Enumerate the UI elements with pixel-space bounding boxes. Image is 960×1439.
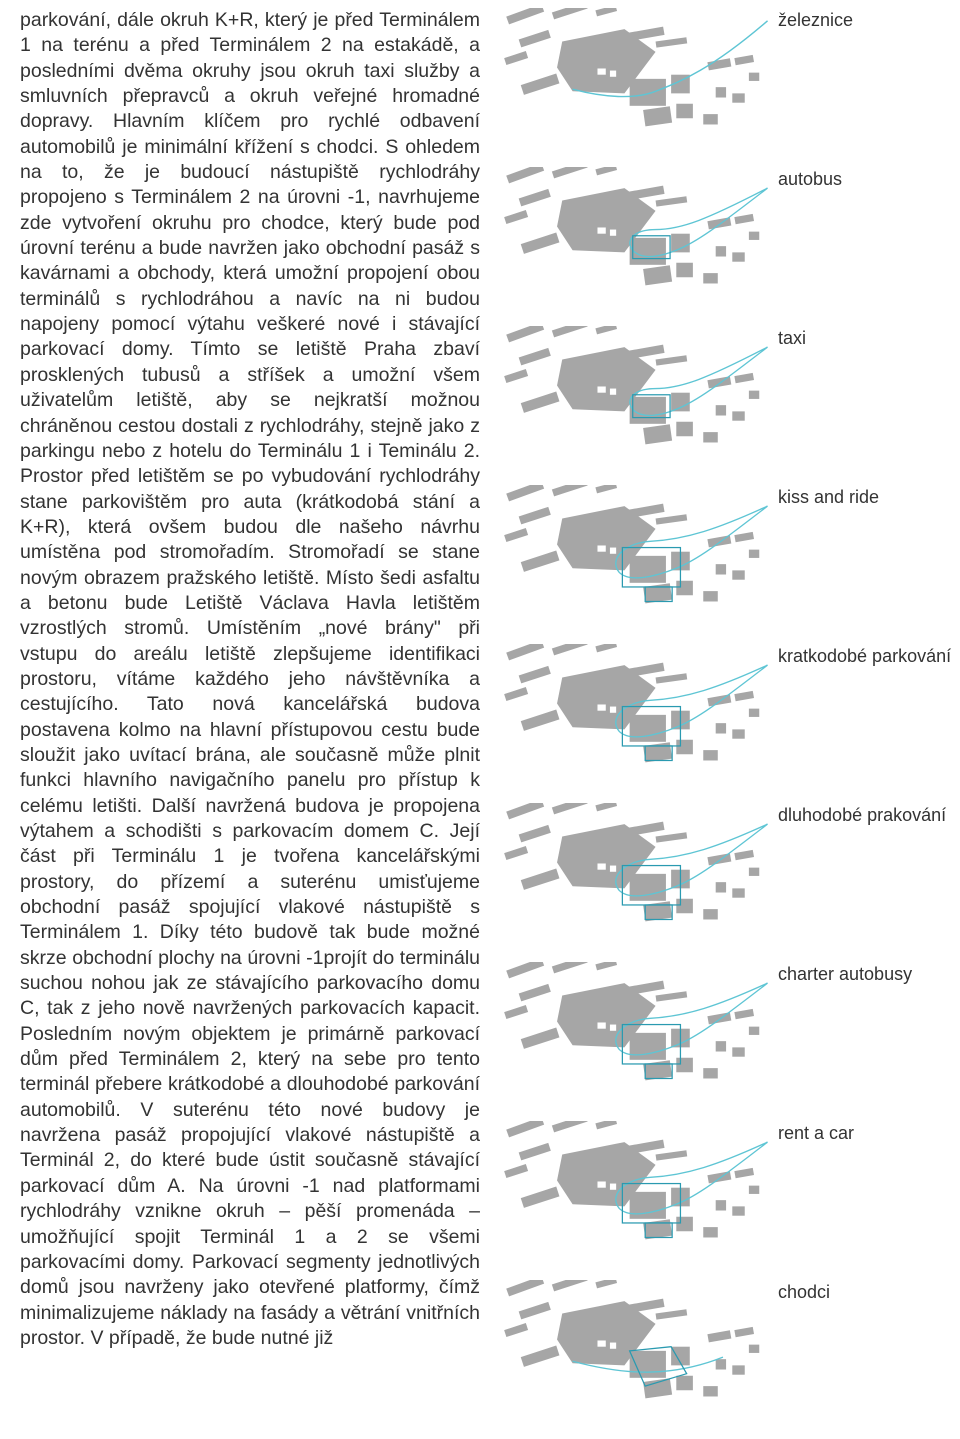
diagram-label: dluhodobé prakování — [778, 805, 946, 826]
site-diagram-icon — [500, 962, 780, 1112]
site-diagram-icon — [500, 803, 780, 953]
site-diagram-icon — [500, 1121, 780, 1271]
site-diagram-icon — [500, 485, 780, 635]
diagram-label: železnice — [778, 10, 853, 31]
diagram-label: charter autobusy — [778, 964, 912, 985]
site-diagram-icon — [500, 326, 780, 476]
body-text: parkování, dále okruh K+R, který je před… — [20, 8, 480, 1351]
diagram-row-kiss-and-ride: kiss and ride — [500, 485, 940, 644]
diagram-row-chodci: chodci — [500, 1280, 940, 1439]
diagram-column: železnice autobus taxi kiss and ride kra… — [500, 8, 940, 1439]
diagram-label: rent a car — [778, 1123, 854, 1144]
diagram-row-kratkodobe-parkovani: kratkodobé parkování — [500, 644, 940, 803]
site-diagram-icon — [500, 1280, 780, 1430]
diagram-row-rent-a-car: rent a car — [500, 1121, 940, 1280]
diagram-row-zeleznice: železnice — [500, 8, 940, 167]
diagram-row-dlouhodobe-parkovani: dluhodobé prakování — [500, 803, 940, 962]
diagram-label: chodci — [778, 1282, 830, 1303]
diagram-label: kiss and ride — [778, 487, 879, 508]
site-diagram-icon — [500, 8, 780, 158]
diagram-label: taxi — [778, 328, 806, 349]
site-diagram-icon — [500, 167, 780, 317]
site-diagram-icon — [500, 644, 780, 794]
diagram-row-autobus: autobus — [500, 167, 940, 326]
diagram-label: autobus — [778, 169, 842, 190]
diagram-row-charter-autobusy: charter autobusy — [500, 962, 940, 1121]
diagram-label: kratkodobé parkování — [778, 646, 951, 667]
body-text-content: parkování, dále okruh K+R, který je před… — [20, 9, 480, 1349]
diagram-row-taxi: taxi — [500, 326, 940, 485]
